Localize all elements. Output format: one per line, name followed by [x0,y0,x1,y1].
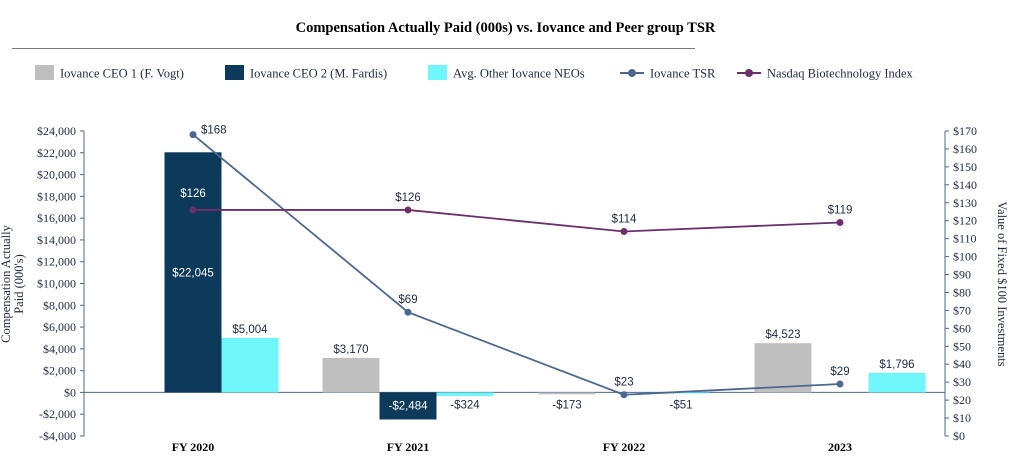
y2-tick-label: $150 [953,160,977,174]
legend-swatch-1 [35,65,54,80]
y2-tick-label: $0 [953,429,965,443]
y-tick-label: $14,000 [37,233,76,247]
data-labels: $3,170 -$173 $4,523 $22,045 -$2,484 $5,004 -$3… [172,125,914,413]
y2-tick-label: $50 [953,339,971,353]
y2-tick-label: $40 [953,357,971,371]
bar-label-3-4: $1,796 [879,359,914,371]
line-label-1-2: $69 [398,294,417,306]
bar-3-3 [652,392,710,394]
y2-tick-label: $160 [953,142,977,156]
bar-label-2-2: -$2,484 [388,400,428,412]
y-axis-title-line: Compensation Actually [0,224,13,342]
bar-label-3-3: -$51 [669,399,692,411]
legend-label-5: Nasdaq Biotechnology Index [767,67,914,81]
y2-tick-label: $30 [953,375,971,389]
y-axis-title: Compensation ActuallyPaid (000's) [0,224,26,342]
y-tick-label: $10,000 [37,277,76,291]
line-label-1-4: $29 [830,366,849,378]
bar-label-3-1: $5,004 [232,324,268,336]
line-label-1-3: $23 [614,377,633,389]
bar-2-2 [379,392,437,420]
y2-tick-label: $120 [953,214,977,228]
title-divider [12,48,695,49]
line-2 [193,209,841,233]
bar-3-2 [436,392,494,396]
y2-tick-label: $110 [953,232,977,246]
bar-label-1-2: $3,170 [333,344,368,356]
y-tick-label: $12,000 [37,255,76,269]
y2-tick-label: $170 [953,124,977,138]
x-tick-label: FY 2020 [172,440,215,454]
bar-3-4 [868,372,926,393]
point-2-2 [404,206,412,214]
y-axis-title-line: Paid (000's) [12,254,26,314]
line-label-2-3: $114 [612,213,637,225]
point-2-3 [620,227,628,235]
y-tick-label: -$4,000 [39,429,76,443]
bars [164,152,926,420]
line-label-2-1: $126 [180,188,206,200]
legend-swatch-2 [225,65,244,80]
y-tick-label: $8,000 [43,298,76,312]
bar-2-1 [164,152,222,393]
y-tick-label: $0 [64,385,76,399]
y2-tick-label: $70 [953,303,971,317]
bar-1-4 [754,343,812,393]
y-tick-label: $2,000 [43,364,76,378]
point-2-1 [189,206,197,214]
bar-3-1 [221,337,279,393]
y-tick-label: $16,000 [37,211,76,225]
line-label-2-2: $126 [395,192,421,204]
y-tick-label: $20,000 [37,168,76,182]
y2-tick-label: $20 [953,393,971,407]
line-label-1-1: $168 [201,125,227,137]
bar-1-2 [322,357,380,393]
y-tick-label: $22,000 [37,146,76,160]
y-tick-label: $4,000 [43,342,76,356]
y2-tick-label: $10 [953,411,971,425]
y2-tick-label: $80 [953,285,971,299]
bar-label-3-2: -$324 [450,399,480,411]
y-tick-label: $24,000 [37,124,76,138]
legend-swatch-3 [428,65,447,80]
point-1-2 [404,308,412,316]
y2-tick-label: $100 [953,250,977,264]
point-2-4 [836,219,844,226]
axes: -$4,000 -$2,000 $0 $2,000 $4,000 $6,000 $8,000… [0,124,1009,454]
legend-marker-1 [628,69,636,77]
legend: Iovance CEO 1 (F. Vogt) Iovance CEO 2 (M.… [35,65,914,81]
bar-1-3 [538,392,596,395]
legend-marker-2 [745,69,753,77]
y2-tick-label: $90 [953,268,971,282]
legend-label-4: Iovance TSR [650,67,716,81]
y2-tick-label: $140 [953,178,977,192]
x-tick-label: 2023 [828,440,852,454]
lines [189,131,844,399]
point-1-1 [189,131,197,139]
y-tick-label: $6,000 [43,320,76,334]
bar-label-1-3: -$173 [552,399,581,411]
bar-label-2-1: $22,045 [172,267,214,279]
y2-tick-label: $60 [953,321,971,335]
y-tick-label: -$2,000 [39,407,76,421]
line-1 [192,133,841,396]
point-1-3 [620,391,628,399]
chart-title: Compensation Actually Paid (000s) vs. Io… [295,20,716,36]
x-tick-label: FY 2022 [603,440,646,454]
line-label-2-4: $119 [828,205,853,217]
x-tick-label: FY 2021 [387,440,430,454]
y2-axis-title: Value of Fixed $100 Investments [995,201,1009,366]
legend-label-1: Iovance CEO 1 (F. Vogt) [60,67,184,81]
legend-label-2: Iovance CEO 2 (M. Fardis) [250,67,387,81]
bar-label-1-4: $4,523 [765,329,800,341]
y-tick-label: $18,000 [37,189,76,203]
legend-label-3: Avg. Other Iovance NEOs [453,67,585,81]
y2-tick-label: $130 [953,196,977,210]
point-1-4 [836,380,844,388]
